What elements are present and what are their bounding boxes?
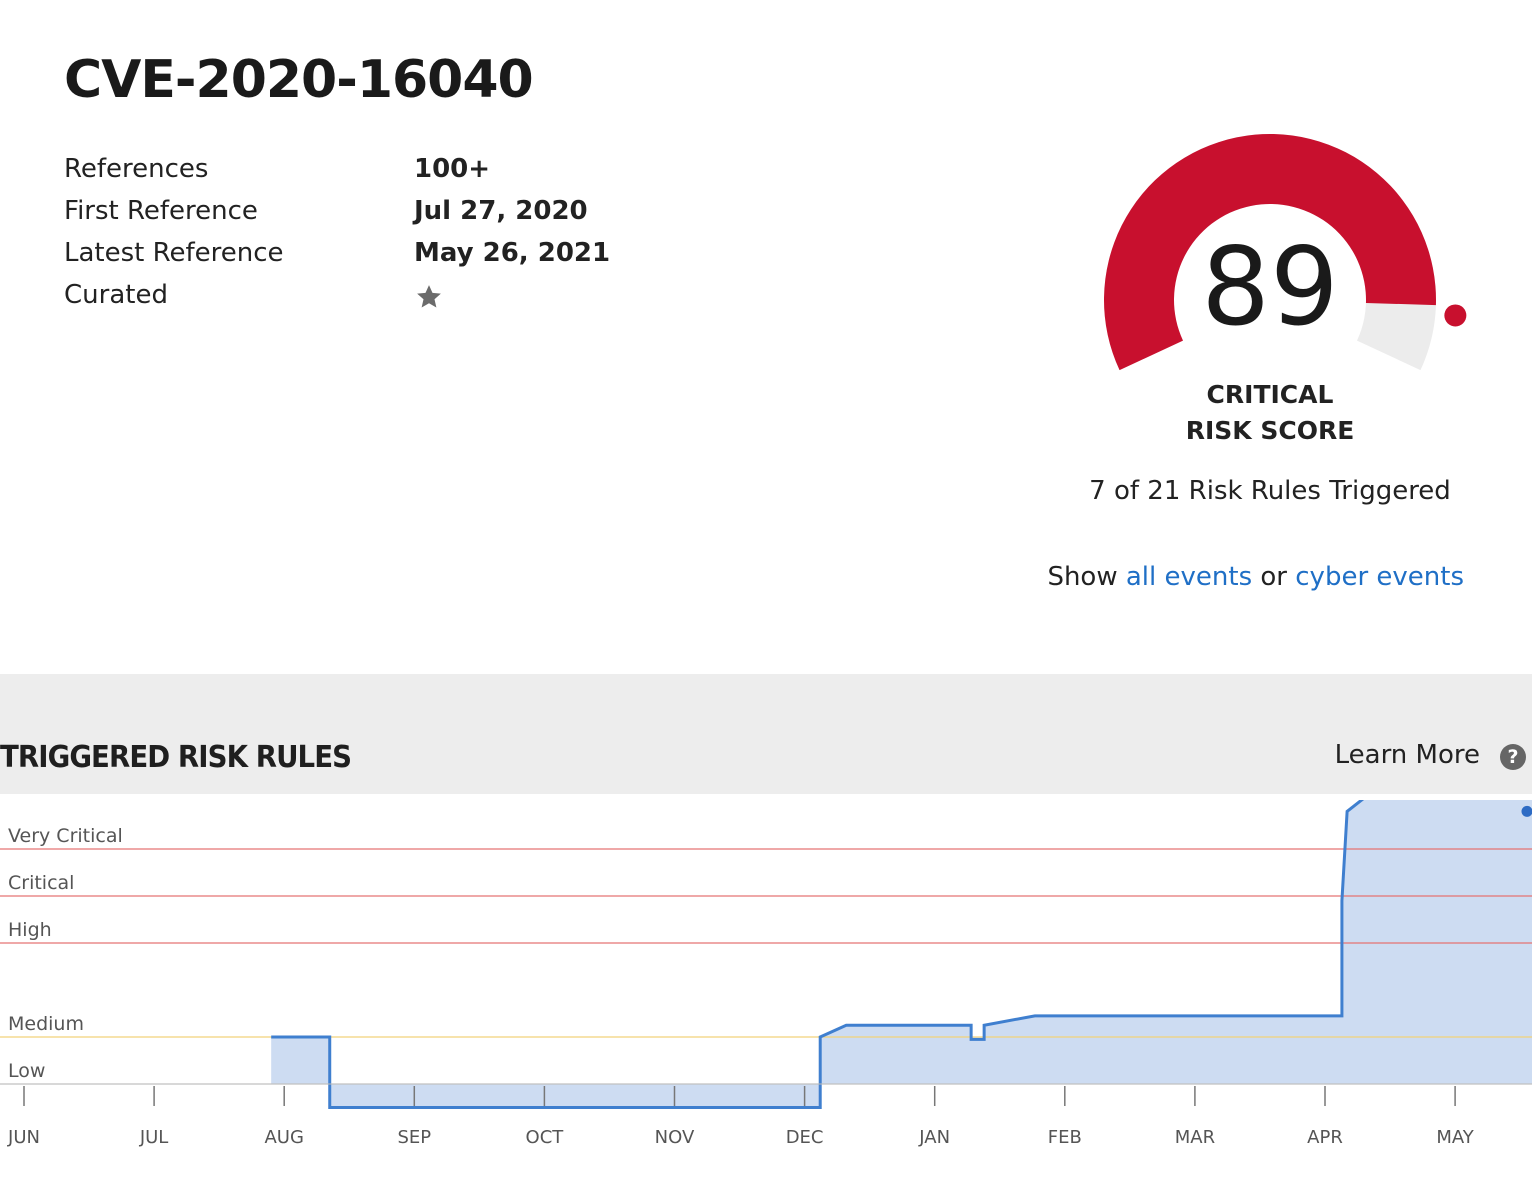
gauge-fill	[1104, 133, 1436, 371]
first-reference-label: First Reference	[64, 196, 258, 226]
risk-score-value: 89	[1201, 225, 1339, 350]
level-label: Low	[8, 1060, 45, 1082]
first-reference-value: Jul 27, 2020	[414, 196, 588, 226]
series-area	[271, 800, 1532, 1108]
show-text: Show	[1047, 562, 1118, 592]
x-tick-label: APR	[1307, 1127, 1343, 1148]
latest-reference-value: May 26, 2021	[414, 238, 611, 268]
star-icon	[417, 285, 441, 308]
x-tick-label: NOV	[655, 1127, 695, 1148]
latest-reference-label: Latest Reference	[64, 238, 284, 268]
risk-rules-chart: Very Critical Critical High Medium Low JUN JUL…	[0, 800, 1532, 1148]
section-header-band	[0, 674, 1532, 794]
x-tick-label: AUG	[264, 1127, 303, 1148]
level-label: Very Critical	[8, 825, 123, 847]
x-tick-label: JAN	[918, 1127, 950, 1148]
or-text: or	[1260, 562, 1287, 592]
risk-score-gauge	[1104, 133, 1467, 371]
series-end-point	[1521, 805, 1532, 817]
series-line	[271, 800, 1365, 1109]
gauge-marker	[1444, 304, 1467, 327]
x-tick-label: SEP	[397, 1127, 431, 1148]
risk-score-caption: RISK SCORE	[1185, 416, 1355, 445]
x-tick-label: MAR	[1175, 1127, 1215, 1148]
x-tick-label: FEB	[1048, 1127, 1082, 1148]
references-value: 100+	[414, 154, 491, 184]
page-title: CVE-2020-16040	[64, 50, 534, 110]
rules-triggered-count: 7 of 21 Risk Rules Triggered	[1089, 476, 1451, 506]
event-filter-links: Show all events or cyber events	[1047, 562, 1464, 592]
level-label: High	[8, 919, 52, 941]
references-label: References	[64, 154, 209, 184]
question-icon[interactable]: ?	[1500, 744, 1526, 770]
x-tick-label: DEC	[786, 1127, 824, 1148]
learn-more-link[interactable]: Learn More	[1334, 740, 1480, 770]
x-tick-label: JUL	[139, 1127, 169, 1148]
cyber-events-link[interactable]: cyber events	[1295, 562, 1464, 592]
x-tick-label: OCT	[526, 1127, 565, 1148]
all-events-link[interactable]: all events	[1125, 562, 1253, 592]
x-tick-label: MAY	[1436, 1127, 1474, 1148]
section-title: TRIGGERED RISK RULES	[0, 740, 352, 775]
curated-label: Curated	[64, 280, 168, 310]
risk-level-label: CRITICAL	[1206, 380, 1334, 409]
level-label: Medium	[8, 1013, 84, 1035]
level-label: Critical	[8, 872, 74, 894]
x-tick-label: JUN	[7, 1127, 40, 1148]
